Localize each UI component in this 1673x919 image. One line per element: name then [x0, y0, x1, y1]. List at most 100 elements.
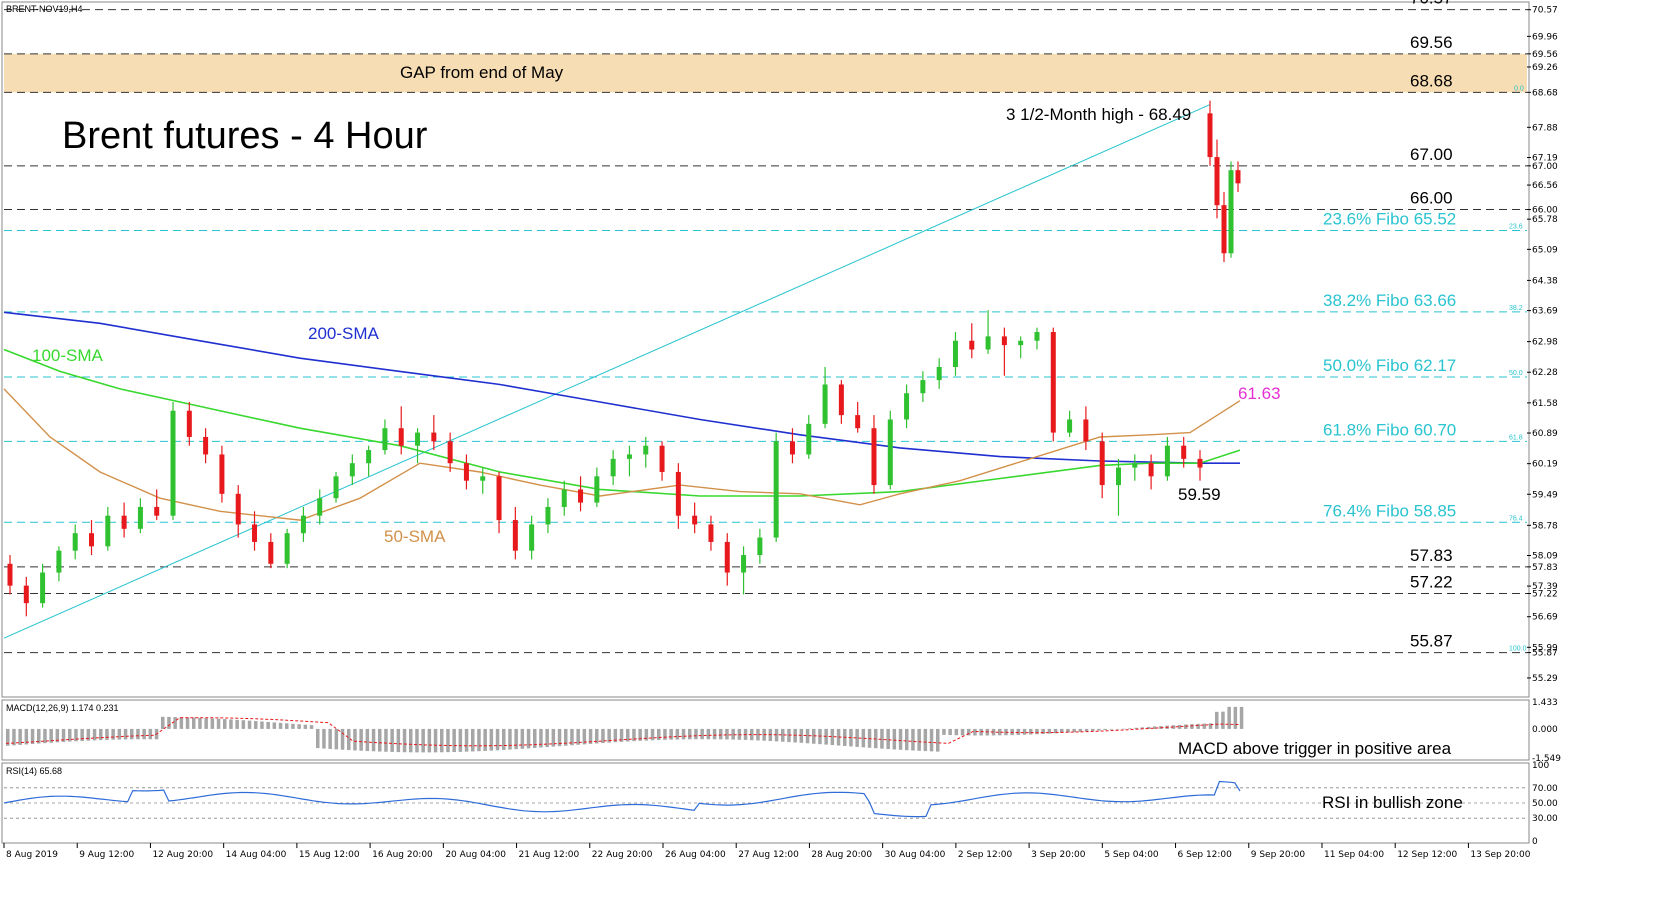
- macd-bar: [582, 728, 587, 745]
- candle-body: [838, 384, 844, 416]
- candle-body: [741, 555, 747, 573]
- candle-body: [284, 533, 290, 564]
- candle-body: [415, 432, 421, 446]
- macd-bar: [545, 728, 549, 748]
- macd-bar: [1177, 724, 1182, 729]
- macd-bar: [12, 728, 16, 746]
- candle-body: [317, 498, 323, 516]
- time-tick-label: 8 Aug 2019: [6, 850, 58, 860]
- macd-bar: [502, 728, 506, 750]
- time-tick-label: 20 Aug 04:00: [445, 850, 506, 860]
- candle-body: [920, 380, 926, 394]
- candle-body: [708, 524, 714, 542]
- price-tick-label: 69.56: [1532, 50, 1558, 60]
- rsi-tick-label: 100: [1532, 761, 1549, 771]
- candle-body: [1018, 340, 1024, 346]
- level-label: 67.00: [1410, 145, 1453, 164]
- level-label: 70.57: [1410, 0, 1453, 8]
- price-tick-label: 61.58: [1532, 399, 1558, 409]
- macd-bar: [917, 728, 921, 751]
- candle-body: [431, 432, 437, 442]
- candle-body: [252, 524, 258, 542]
- rsi-tick-label: 0: [1532, 837, 1538, 847]
- macd-bar: [328, 728, 332, 749]
- trendline: [3, 104, 1211, 639]
- macd-bar: [334, 728, 339, 750]
- macd-bar: [1196, 723, 1200, 729]
- price-tick-label: 66.56: [1532, 181, 1558, 191]
- macd-bar: [1016, 728, 1021, 735]
- macd-bar: [1122, 728, 1126, 730]
- macd-bar: [1053, 728, 1058, 734]
- macd-bar: [1060, 728, 1064, 733]
- candle-body: [23, 585, 29, 604]
- macd-tick-label: -1.549: [1532, 754, 1561, 764]
- rsi-tick-label: 70.00: [1532, 784, 1558, 794]
- macd-bar: [130, 728, 134, 740]
- macd-bar: [973, 728, 977, 736]
- macd-bar: [477, 728, 481, 752]
- macd-bar: [161, 716, 165, 729]
- candle-body: [89, 533, 95, 547]
- rsi-panel-frame: [1, 762, 1530, 844]
- macd-bar: [495, 728, 500, 751]
- macd-bar: [923, 728, 928, 752]
- macd-bar: [576, 728, 580, 745]
- price-tick-label: 56.69: [1532, 613, 1558, 623]
- macd-bar: [1047, 728, 1052, 734]
- macd-bar: [390, 728, 394, 752]
- macd-bar: [1208, 723, 1213, 729]
- candle-body: [985, 336, 991, 350]
- macd-bar: [37, 728, 41, 744]
- fibo-tag: 61.8: [1509, 434, 1523, 441]
- time-tick-label: 21 Aug 12:00: [519, 850, 580, 860]
- macd-bar: [347, 728, 351, 751]
- macd-bar: [1128, 728, 1132, 729]
- time-tick-label: 5 Sep 04:00: [1104, 850, 1159, 860]
- level-label: 69.56: [1410, 33, 1453, 52]
- macd-bar: [756, 728, 760, 741]
- candle-body: [7, 563, 13, 586]
- macd-bar: [706, 728, 711, 740]
- macd-bar: [1239, 706, 1244, 729]
- macd-bar: [967, 728, 971, 736]
- price-tick-label: 58.09: [1532, 551, 1558, 561]
- macd-bar: [179, 717, 184, 729]
- time-tick-label: 16 Aug 20:00: [372, 850, 433, 860]
- candle-body: [1181, 445, 1187, 459]
- macd-bar: [123, 728, 128, 740]
- macd-bar: [371, 728, 376, 752]
- macd-bar: [886, 728, 890, 750]
- macd-bar: [229, 719, 233, 729]
- rsi-tick-label: 50.00: [1532, 799, 1558, 809]
- macd-bar: [588, 728, 593, 744]
- candle-body: [203, 436, 209, 455]
- macd-bar: [49, 728, 53, 743]
- macd-bar: [905, 728, 909, 751]
- candle-body: [594, 476, 600, 503]
- macd-bar: [68, 728, 72, 742]
- macd-bar: [340, 728, 345, 750]
- candle-body: [952, 340, 958, 367]
- macd-bar: [657, 728, 661, 741]
- macd-panel-frame: [1, 699, 1530, 761]
- macd-bar: [92, 728, 97, 741]
- candle-body: [969, 340, 975, 350]
- macd-bar: [142, 728, 146, 740]
- macd-bar: [167, 716, 171, 729]
- price-tick-label: 59.49: [1532, 490, 1558, 500]
- macd-bar: [198, 717, 202, 729]
- time-tick-label: 3 Sep 20:00: [1031, 850, 1086, 860]
- candle-body: [349, 463, 355, 477]
- macd-bar: [1066, 728, 1070, 733]
- macd-bar: [998, 728, 1002, 736]
- macd-bar: [1153, 726, 1157, 729]
- price-tick-label: 69.26: [1532, 63, 1558, 73]
- gap-label: GAP from end of May: [400, 63, 564, 82]
- time-tick-label: 28 Aug 20:00: [811, 850, 872, 860]
- fibo-tag: 23.6: [1509, 224, 1523, 231]
- macd-bar: [55, 728, 60, 743]
- macd-bar: [396, 728, 401, 753]
- macd-bar: [564, 728, 568, 746]
- macd-bar: [365, 728, 370, 752]
